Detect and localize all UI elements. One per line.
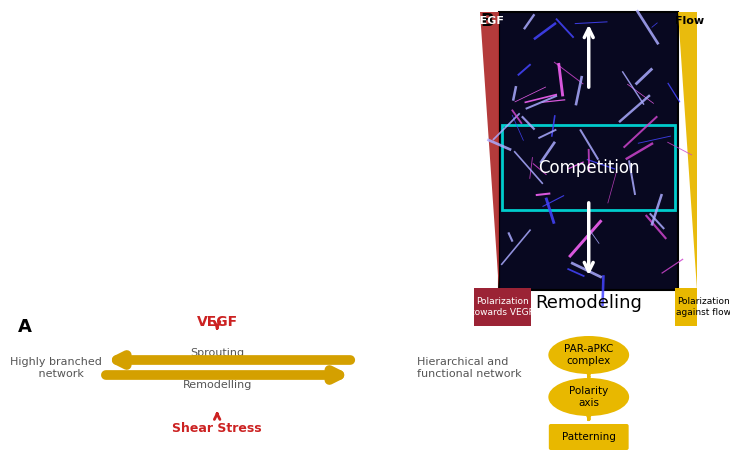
Text: Sprouting: Sprouting: [190, 348, 245, 358]
Polygon shape: [678, 12, 697, 290]
Text: Polarization
towards VEGF: Polarization towards VEGF: [471, 297, 534, 317]
Ellipse shape: [548, 336, 629, 374]
Text: Competition: Competition: [538, 159, 639, 177]
Text: Hierarchical and
functional network: Hierarchical and functional network: [417, 357, 521, 379]
Text: PAR-aPKC
complex: PAR-aPKC complex: [564, 344, 613, 366]
Text: Highly branched
   network: Highly branched network: [9, 357, 101, 379]
Bar: [502, 125, 675, 210]
Text: Polarity
axis: Polarity axis: [569, 386, 608, 408]
Text: Shear Stress: Shear Stress: [172, 422, 262, 435]
Text: A: A: [18, 318, 31, 336]
Text: Flow: Flow: [675, 16, 704, 26]
Text: VEGF: VEGF: [472, 16, 504, 26]
Text: Patterning: Patterning: [562, 432, 615, 442]
Ellipse shape: [548, 378, 629, 416]
Text: B: B: [480, 12, 494, 30]
Bar: [675, 288, 730, 326]
Text: Polarization
against flow: Polarization against flow: [676, 297, 730, 317]
Polygon shape: [480, 12, 499, 290]
Bar: [474, 288, 531, 326]
Text: Remodelling: Remodelling: [182, 380, 252, 390]
Bar: [499, 12, 678, 290]
Text: VEGF: VEGF: [196, 315, 238, 329]
FancyBboxPatch shape: [549, 424, 629, 450]
Text: Remodeling: Remodeling: [535, 294, 642, 312]
